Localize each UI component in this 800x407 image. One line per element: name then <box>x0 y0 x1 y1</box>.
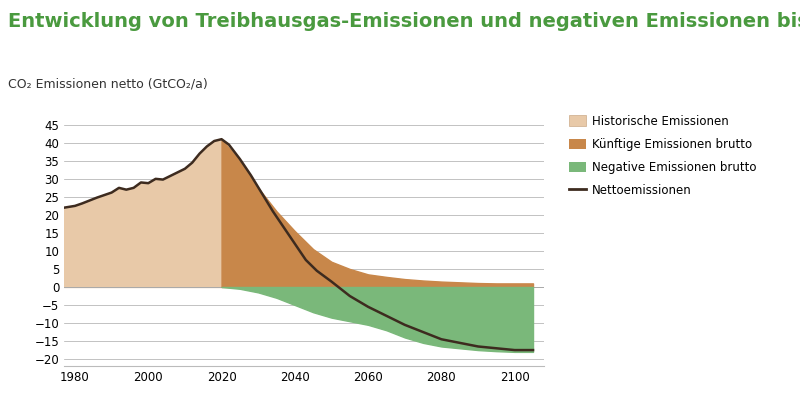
Legend: Historische Emissionen, Künftige Emissionen brutto, Negative Emissionen brutto, : Historische Emissionen, Künftige Emissio… <box>569 115 756 197</box>
Text: CO₂ Emissionen netto (GtCO₂/a): CO₂ Emissionen netto (GtCO₂/a) <box>8 77 208 90</box>
Text: Entwicklung von Treibhausgas-Emissionen und negativen Emissionen bis: Entwicklung von Treibhausgas-Emissionen … <box>8 12 800 31</box>
